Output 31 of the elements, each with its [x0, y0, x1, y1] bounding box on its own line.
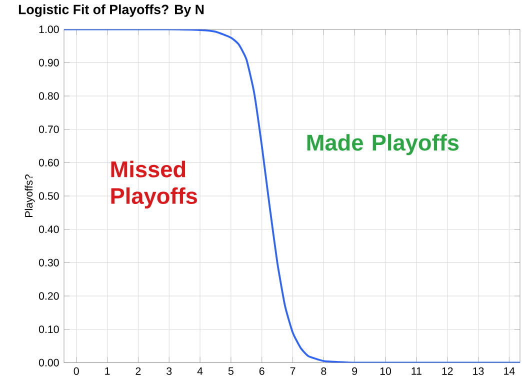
y-tick-label: 0.80	[38, 92, 59, 100]
line-series	[64, 30, 520, 363]
x-tick-label: 11	[412, 368, 422, 375]
annotation: Missed Playoffs	[111, 160, 197, 209]
y-axis-title: Playoffs?	[24, 174, 35, 218]
x-tick-label: 10	[380, 368, 392, 376]
x-tick-label: 13	[473, 368, 484, 376]
x-tick-label: 3	[166, 368, 172, 376]
x-tick-label: 12	[442, 368, 453, 375]
x-tick-label: 8	[321, 368, 326, 376]
x-tick-label: 5	[228, 368, 234, 375]
y-tick-label: 0.40	[38, 226, 59, 234]
x-tick-label: 0	[74, 368, 79, 376]
x-tick-label: 6	[259, 368, 264, 376]
y-tick-label: 0.00	[38, 359, 59, 367]
x-tick-label: 4	[197, 368, 203, 375]
annotation: Made Playoffs	[307, 134, 459, 156]
chart-title: Logistic Fit of Playoffs? By N	[18, 4, 204, 18]
y-tick-label: 0.30	[38, 259, 59, 267]
y-tick-label: 1.00	[39, 26, 59, 34]
x-tick-label: 1	[105, 368, 110, 375]
x-tick-label: 7	[290, 368, 296, 375]
y-tick-label: 0.20	[38, 292, 59, 300]
y-tick-label: 0.50	[38, 192, 59, 200]
y-tick-label: 0.10	[38, 326, 59, 334]
x-tick-label: 9	[352, 368, 358, 376]
y-tick-label: 0.70	[38, 126, 59, 134]
x-tick-label: 2	[136, 368, 141, 375]
y-tick-label: 0.60	[38, 159, 59, 167]
y-tick-label: 0.90	[38, 59, 59, 67]
x-tick-label: 14	[504, 368, 515, 375]
